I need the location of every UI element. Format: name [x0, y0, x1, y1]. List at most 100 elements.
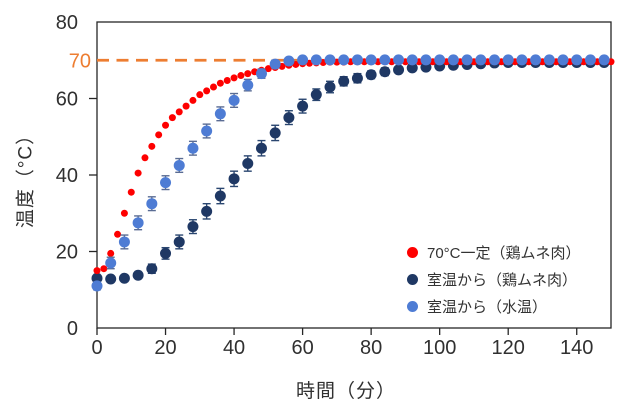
- x-tick-label: 80: [360, 337, 382, 359]
- legend-item-constant-70: 70°C一定（鶏ムネ肉）: [407, 242, 581, 263]
- y-tick-label: 60: [56, 89, 78, 111]
- data-point: [210, 83, 218, 91]
- data-point: [107, 249, 115, 257]
- x-tick-label: 0: [91, 337, 102, 359]
- data-point: [264, 65, 272, 73]
- y-axis-title: 温度（°C）: [15, 124, 37, 229]
- data-point: [297, 54, 309, 66]
- data-point: [516, 54, 528, 66]
- data-point: [228, 94, 240, 106]
- y-tick-label: 80: [56, 12, 78, 34]
- data-point: [434, 54, 446, 66]
- data-point: [187, 221, 199, 233]
- data-point: [351, 54, 363, 66]
- data-point: [230, 74, 238, 82]
- data-point: [118, 236, 130, 248]
- data-point: [146, 198, 158, 210]
- data-point: [488, 54, 500, 66]
- data-point: [255, 68, 267, 80]
- x-tick-label: 40: [223, 337, 245, 359]
- data-point: [201, 125, 213, 137]
- data-point: [283, 55, 295, 67]
- data-point: [100, 265, 108, 273]
- data-point: [244, 70, 252, 78]
- data-point: [242, 158, 254, 170]
- data-point: [530, 54, 542, 66]
- data-point: [338, 75, 350, 87]
- data-point: [598, 54, 610, 66]
- data-point: [201, 205, 213, 217]
- data-point: [223, 77, 231, 85]
- data-point: [162, 121, 170, 129]
- data-point: [406, 62, 418, 74]
- data-point: [168, 114, 176, 122]
- legend-marker-red-series: [407, 247, 418, 258]
- data-point: [379, 54, 391, 66]
- data-point: [134, 169, 142, 177]
- data-point: [182, 102, 190, 110]
- data-point: [269, 127, 281, 139]
- data-point: [571, 54, 583, 66]
- data-point: [365, 54, 377, 66]
- data-point: [502, 54, 514, 66]
- data-point: [543, 54, 555, 66]
- data-point: [146, 263, 158, 275]
- data-point: [127, 188, 135, 196]
- data-point: [91, 280, 103, 292]
- y-tick-label: 40: [56, 165, 78, 187]
- data-point: [420, 54, 432, 66]
- legend-marker-blue-series: [407, 301, 418, 312]
- y-tick-label: 0: [67, 318, 78, 340]
- data-point: [132, 217, 144, 229]
- data-point: [475, 54, 487, 66]
- data-point: [310, 89, 322, 101]
- data-point: [160, 247, 172, 259]
- data-point: [283, 112, 295, 124]
- data-point: [155, 131, 163, 139]
- data-point: [93, 267, 101, 275]
- x-tick-label: 140: [560, 337, 593, 359]
- legend-label: 室温から（鶏ムネ肉）: [427, 272, 578, 289]
- data-point: [105, 257, 117, 269]
- data-point: [105, 273, 117, 285]
- data-point: [173, 236, 185, 248]
- x-tick-label: 100: [423, 337, 456, 359]
- data-point: [175, 108, 183, 116]
- legend-label: 70°C一定（鶏ムネ肉）: [427, 245, 581, 262]
- legend-marker-navy-series: [407, 274, 418, 285]
- data-point: [461, 54, 473, 66]
- data-point: [216, 79, 224, 87]
- y-tick-label: 20: [56, 242, 78, 264]
- data-point: [406, 54, 418, 66]
- legend-item-room-temp-water: 室温から（水温）: [407, 296, 581, 317]
- data-point: [237, 72, 245, 80]
- legend-label: 室温から（水温）: [427, 299, 548, 316]
- data-point: [324, 54, 336, 66]
- data-point: [203, 87, 211, 95]
- x-tick-label: 20: [154, 337, 176, 359]
- x-axis-title: 時間（分）: [295, 381, 396, 402]
- data-point: [187, 142, 199, 154]
- data-point: [141, 154, 149, 162]
- data-point: [114, 230, 122, 238]
- data-point: [297, 100, 309, 112]
- data-point: [269, 58, 281, 70]
- reference-line-label: 70: [69, 50, 91, 72]
- data-point: [196, 91, 204, 99]
- data-point: [393, 54, 405, 66]
- data-point: [584, 54, 596, 66]
- data-point: [351, 72, 363, 84]
- data-point: [393, 64, 405, 76]
- x-tick-label: 120: [492, 337, 525, 359]
- data-point: [160, 177, 172, 189]
- data-point: [214, 108, 226, 120]
- data-point: [120, 209, 128, 217]
- data-point: [118, 272, 130, 284]
- data-point: [338, 54, 350, 66]
- data-point: [189, 96, 197, 104]
- data-point: [242, 79, 254, 91]
- data-point: [310, 54, 322, 66]
- data-point: [324, 81, 336, 93]
